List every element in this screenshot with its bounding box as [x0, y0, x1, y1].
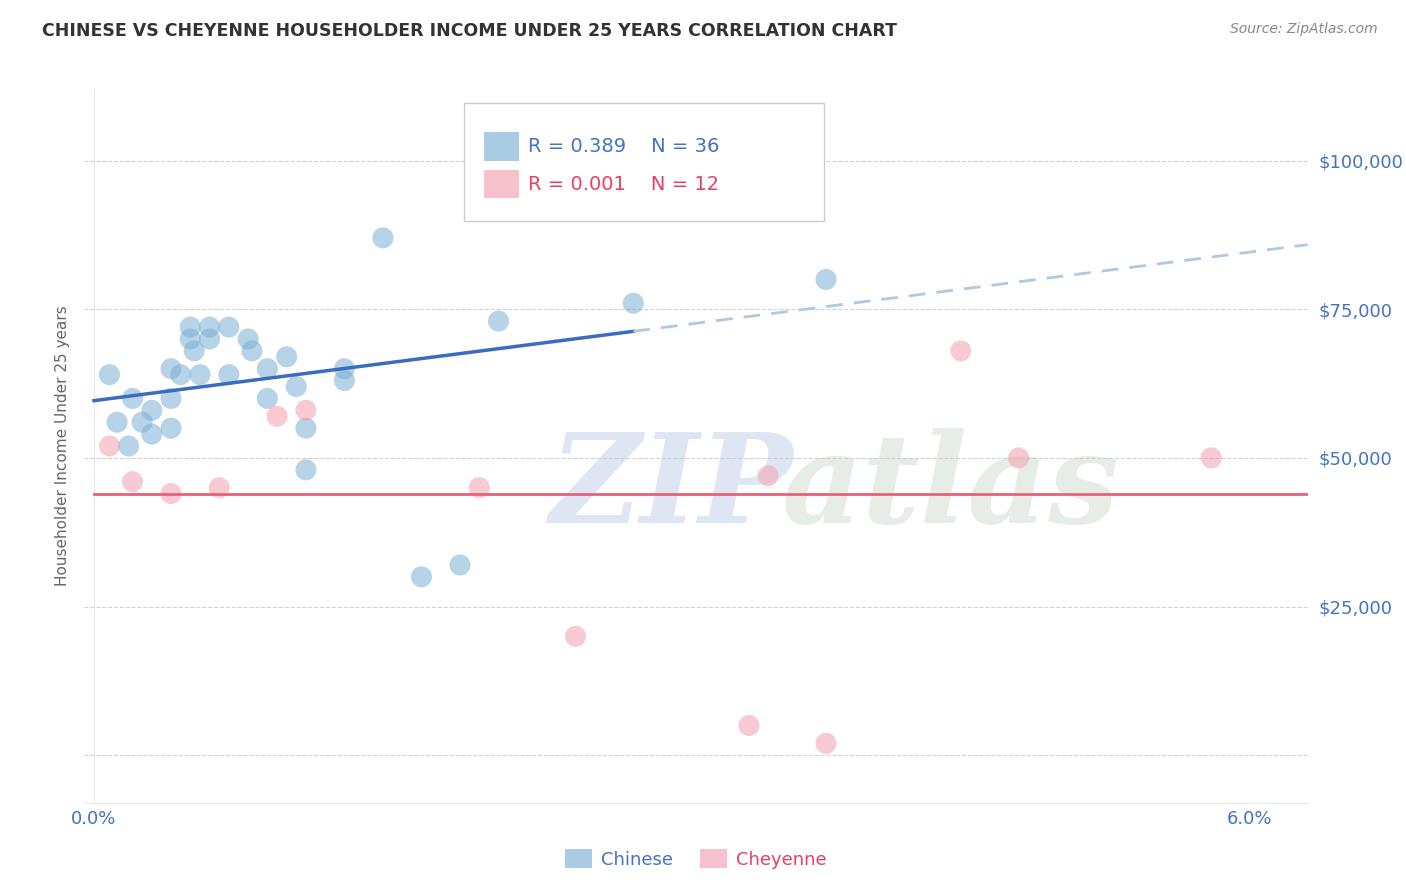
Text: Source: ZipAtlas.com: Source: ZipAtlas.com [1230, 22, 1378, 37]
Point [546, 201, 568, 215]
Point [949, 343, 972, 358]
Point [183, 343, 205, 358]
Point [1007, 450, 1029, 465]
Text: ZIP: ZIP [550, 428, 793, 549]
Point [160, 361, 183, 376]
Point [218, 320, 240, 334]
Legend: Chinese, Cheyenne: Chinese, Cheyenne [558, 842, 834, 876]
Point [160, 421, 183, 435]
Point [141, 403, 163, 417]
Point [411, 570, 433, 584]
Point [295, 421, 318, 435]
Point [295, 403, 318, 417]
Point [198, 320, 221, 334]
Point [621, 296, 644, 310]
Bar [484, 132, 519, 161]
Point [170, 368, 193, 382]
Point [333, 361, 356, 376]
Point [738, 718, 761, 732]
Point [160, 486, 183, 500]
Point [266, 409, 288, 424]
Text: R = 0.001    N = 12: R = 0.001 N = 12 [529, 175, 720, 194]
Point [285, 379, 308, 393]
Point [141, 427, 163, 442]
Point [121, 475, 143, 489]
Text: atlas: atlas [782, 428, 1119, 549]
Point [468, 481, 491, 495]
Point [118, 439, 141, 453]
Y-axis label: Householder Income Under 25 years: Householder Income Under 25 years [55, 306, 70, 586]
Point [276, 350, 298, 364]
Point [218, 368, 240, 382]
Point [188, 368, 211, 382]
Point [121, 392, 143, 406]
Point [564, 629, 586, 643]
Text: R = 0.389    N = 36: R = 0.389 N = 36 [529, 136, 720, 156]
Point [256, 361, 278, 376]
Point [236, 332, 259, 346]
Point [333, 374, 356, 388]
Point [208, 481, 231, 495]
Point [488, 314, 510, 328]
Bar [484, 169, 519, 198]
Point [98, 439, 121, 453]
Point [1199, 450, 1222, 465]
FancyBboxPatch shape [464, 103, 824, 221]
Point [160, 392, 183, 406]
Point [814, 736, 837, 750]
Point [240, 343, 263, 358]
Point [295, 463, 318, 477]
Point [198, 332, 221, 346]
Point [179, 332, 201, 346]
Point [131, 415, 153, 429]
Point [756, 468, 779, 483]
Point [179, 320, 201, 334]
Point [814, 272, 837, 286]
Point [105, 415, 128, 429]
Point [256, 392, 278, 406]
Point [98, 368, 121, 382]
Point [449, 558, 471, 572]
Point [371, 231, 394, 245]
Text: CHINESE VS CHEYENNE HOUSEHOLDER INCOME UNDER 25 YEARS CORRELATION CHART: CHINESE VS CHEYENNE HOUSEHOLDER INCOME U… [42, 22, 897, 40]
